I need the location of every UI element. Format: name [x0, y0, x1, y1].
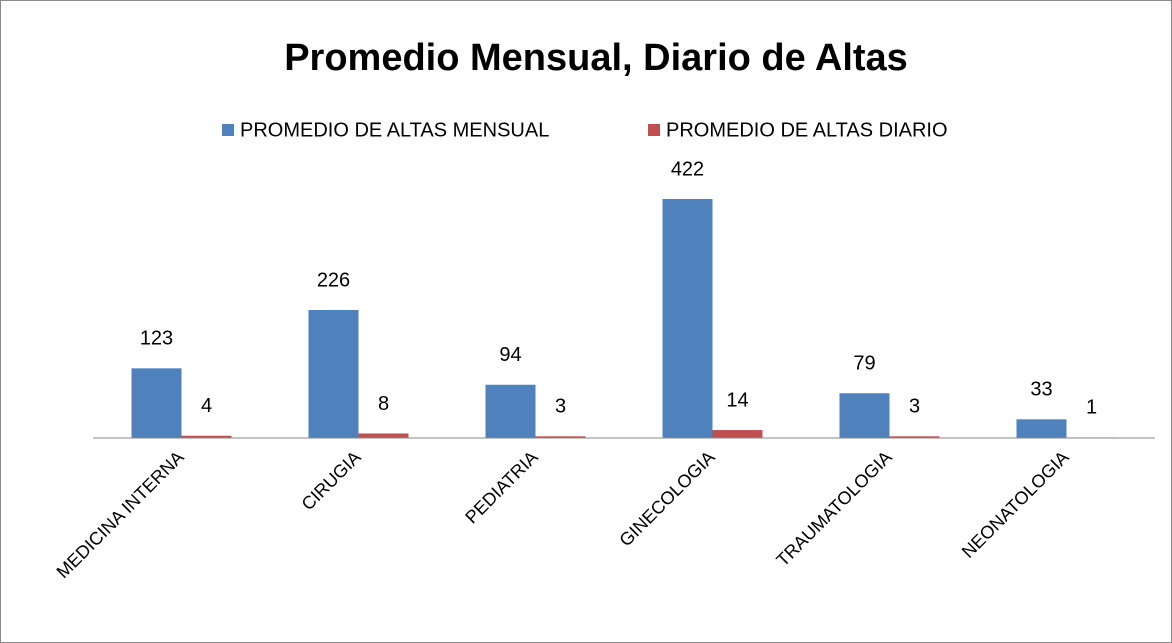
value-label: 33 — [1030, 379, 1052, 401]
bar — [839, 393, 890, 438]
bar — [889, 436, 940, 438]
value-label: 422 — [671, 158, 704, 180]
bar — [662, 199, 713, 438]
value-label: 123 — [140, 328, 173, 350]
bar — [535, 436, 586, 438]
bar — [181, 435, 232, 438]
value-label: 8 — [378, 393, 389, 415]
value-label: 1 — [1086, 397, 1097, 419]
value-label: 94 — [499, 344, 521, 366]
value-label: 4 — [201, 395, 212, 417]
legend-swatch — [222, 124, 234, 136]
value-label: 14 — [726, 389, 748, 411]
bar — [1016, 419, 1067, 438]
chart-title: Promedio Mensual, Diario de Altas — [284, 37, 908, 79]
legend-label: PROMEDIO DE ALTAS MENSUAL — [240, 119, 549, 141]
bar — [485, 384, 536, 438]
bar — [131, 368, 182, 438]
value-label: 79 — [853, 353, 875, 375]
value-label: 226 — [317, 269, 350, 291]
bar — [308, 310, 359, 438]
legend-swatch — [648, 124, 660, 136]
value-label: 3 — [555, 396, 566, 418]
bar — [358, 433, 409, 438]
value-label: 3 — [909, 396, 920, 418]
legend-label: PROMEDIO DE ALTAS DIARIO — [666, 119, 948, 141]
bar — [712, 430, 763, 438]
